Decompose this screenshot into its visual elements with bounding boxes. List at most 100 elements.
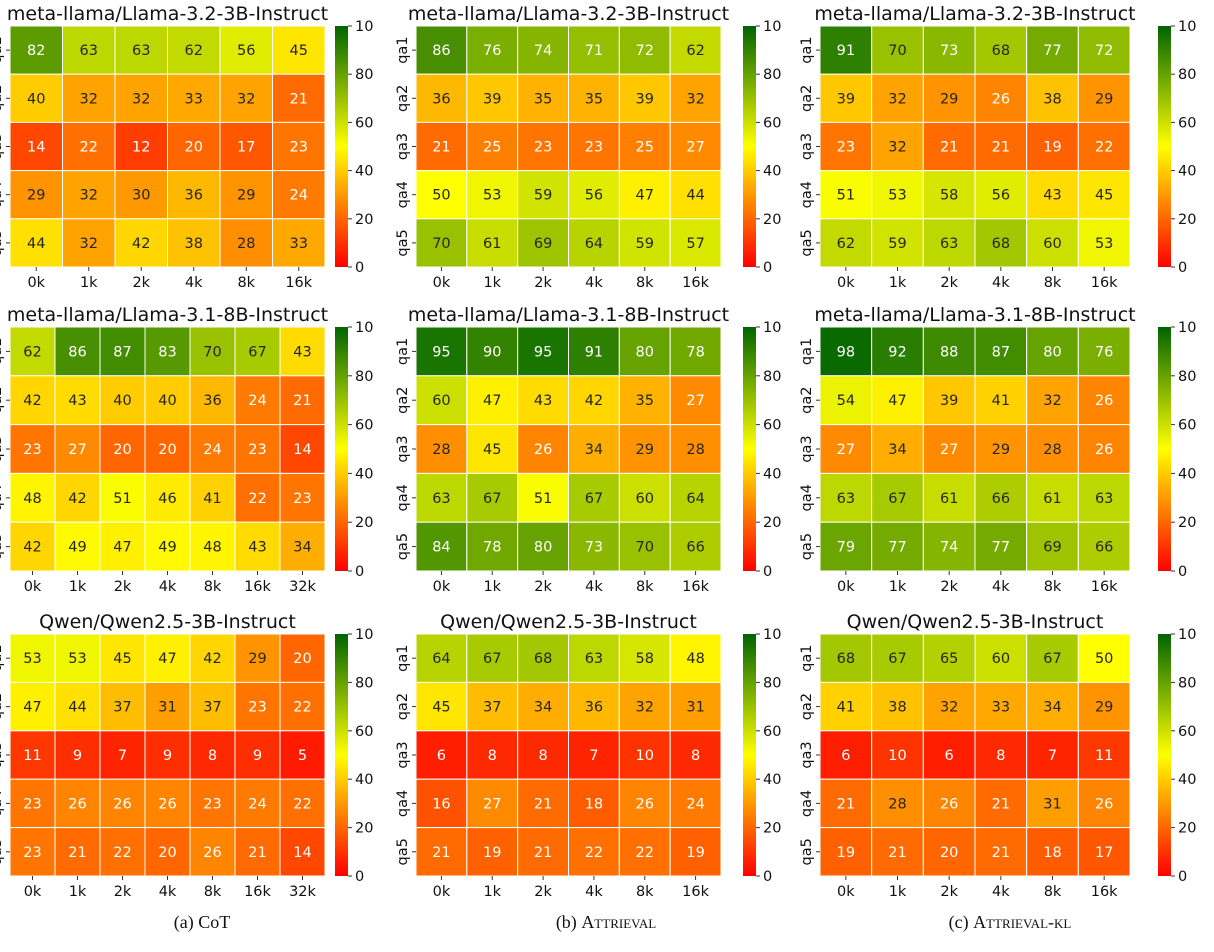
x-tick-label: 16k: [244, 884, 271, 900]
heatmap-cell: [568, 218, 620, 268]
heatmap-cell: [189, 633, 236, 683]
cell-label: 27: [940, 442, 958, 458]
y-tick-label: qa1: [395, 36, 411, 63]
heatmap-cell: [279, 730, 326, 780]
heatmap-cell: [9, 25, 63, 75]
cell-label: 95: [432, 344, 450, 360]
caption-a: (a) CoT: [173, 912, 231, 932]
cell-label: 32: [636, 700, 654, 716]
colorbar-tick-label: 60: [1178, 418, 1196, 434]
cell-label: 63: [132, 43, 150, 59]
heatmap-cell: [279, 326, 326, 377]
cell-label: 44: [68, 700, 86, 716]
y-tick-label: qa5: [395, 229, 411, 256]
y-tick-label: qa4: [395, 181, 411, 208]
cell-label: 22: [293, 700, 311, 716]
y-tick-label: qa4: [395, 484, 411, 511]
heatmap-cell: [1026, 827, 1079, 877]
heatmap-cell: [1077, 218, 1131, 268]
y-tick-label: qa2: [395, 693, 411, 720]
cell-label: 64: [686, 491, 704, 507]
cell-label: 22: [248, 491, 266, 507]
cell-label: 70: [888, 43, 906, 59]
heatmap-cell: [167, 73, 221, 123]
cell-label: 63: [80, 43, 98, 59]
cell-label: 72: [636, 43, 654, 59]
heatmap-cell: [568, 424, 620, 474]
heatmap-cell: [466, 326, 519, 377]
heatmap-cell: [415, 25, 468, 75]
cell-label: 21: [248, 845, 266, 861]
cell-label: 33: [185, 91, 203, 107]
cell-label: 67: [888, 651, 906, 667]
cell-label: 42: [68, 491, 86, 507]
heatmap-cell: [517, 375, 570, 426]
x-tick-label: 4k: [992, 884, 1010, 900]
heatmap-cell: [1077, 827, 1131, 877]
y-tick-label: qa5: [799, 533, 815, 560]
cell-label: 61: [483, 236, 501, 252]
colorbar-tick-label: 40: [1178, 466, 1196, 482]
cell-label: 67: [483, 491, 501, 507]
caption-b: (b) Attrieval: [555, 912, 657, 932]
heatmap-cell: [1026, 375, 1079, 426]
cell-label: 35: [534, 91, 552, 107]
heatmap-cell: [9, 827, 56, 877]
cell-label: 20: [158, 442, 176, 458]
cell-label: 23: [290, 140, 308, 156]
cell-label: 90: [483, 344, 501, 360]
cell-label: 66: [992, 491, 1010, 507]
heatmap-cell: [189, 730, 236, 780]
panel-title: meta-llama/Llama-3.1-8B-Instruct: [814, 304, 1135, 326]
heatmap-cell: [466, 521, 519, 572]
cell-label: 49: [158, 540, 176, 556]
colorbar-tick-label: 20: [355, 515, 373, 531]
cell-label: 51: [113, 491, 131, 507]
cell-label: 63: [432, 491, 450, 507]
heatmap-cell: [9, 472, 56, 523]
cell-label: 83: [158, 344, 176, 360]
heatmap-cell: [517, 424, 570, 474]
cell-label: 74: [534, 43, 552, 59]
cell-label: 29: [940, 91, 958, 107]
x-tick-label: 16k: [285, 275, 312, 291]
cell-label: 66: [686, 540, 704, 556]
heatmap-cell: [99, 681, 146, 732]
heatmap-cell: [974, 218, 1028, 268]
cell-label: 67: [483, 651, 501, 667]
heatmap-panel: meta-llama/Llama-3.2-3B-Instruct 82 63 63 62…: [0, 3, 373, 291]
heatmap-panel: meta-llama/Llama-3.1-8B-Instruct 95 90 95 91…: [395, 304, 781, 595]
x-tick-label: 1k: [483, 579, 501, 595]
cell-label: 42: [23, 540, 41, 556]
cell-label: 29: [27, 188, 45, 204]
colorbar-tick-label: 40: [1178, 164, 1196, 180]
cell-label: 23: [23, 796, 41, 812]
cell-label: 20: [940, 845, 958, 861]
x-tick-label: 2k: [534, 884, 552, 900]
x-tick-label: 8k: [1044, 884, 1062, 900]
heatmap-cell: [219, 121, 273, 172]
y-tick-label: qa4: [799, 484, 815, 511]
x-tick-label: 16k: [682, 275, 709, 291]
cell-label: 16: [432, 796, 450, 812]
cell-label: 21: [293, 393, 311, 409]
colorbar-tick-label: 20: [1178, 515, 1196, 531]
cell-label: 32: [888, 91, 906, 107]
cell-label: 40: [113, 393, 131, 409]
heatmap-cell: [1077, 681, 1131, 732]
cell-label: 36: [585, 700, 603, 716]
cell-label: 23: [23, 845, 41, 861]
x-tick-label: 0k: [24, 579, 42, 595]
y-tick-label: qa5: [0, 533, 5, 560]
cell-label: 26: [1095, 442, 1113, 458]
y-tick-label: qa5: [0, 838, 5, 865]
heatmap-panel: meta-llama/Llama-3.1-8B-Instruct 62 86 87 83…: [0, 304, 373, 595]
heatmap-cell: [974, 827, 1028, 877]
y-tick-label: qa4: [799, 790, 815, 817]
cell-label: 45: [290, 43, 308, 59]
cell-label: 21: [888, 845, 906, 861]
heatmap-cell: [871, 170, 924, 220]
heatmap-cell: [871, 472, 924, 523]
cell-label: 11: [1095, 748, 1113, 764]
